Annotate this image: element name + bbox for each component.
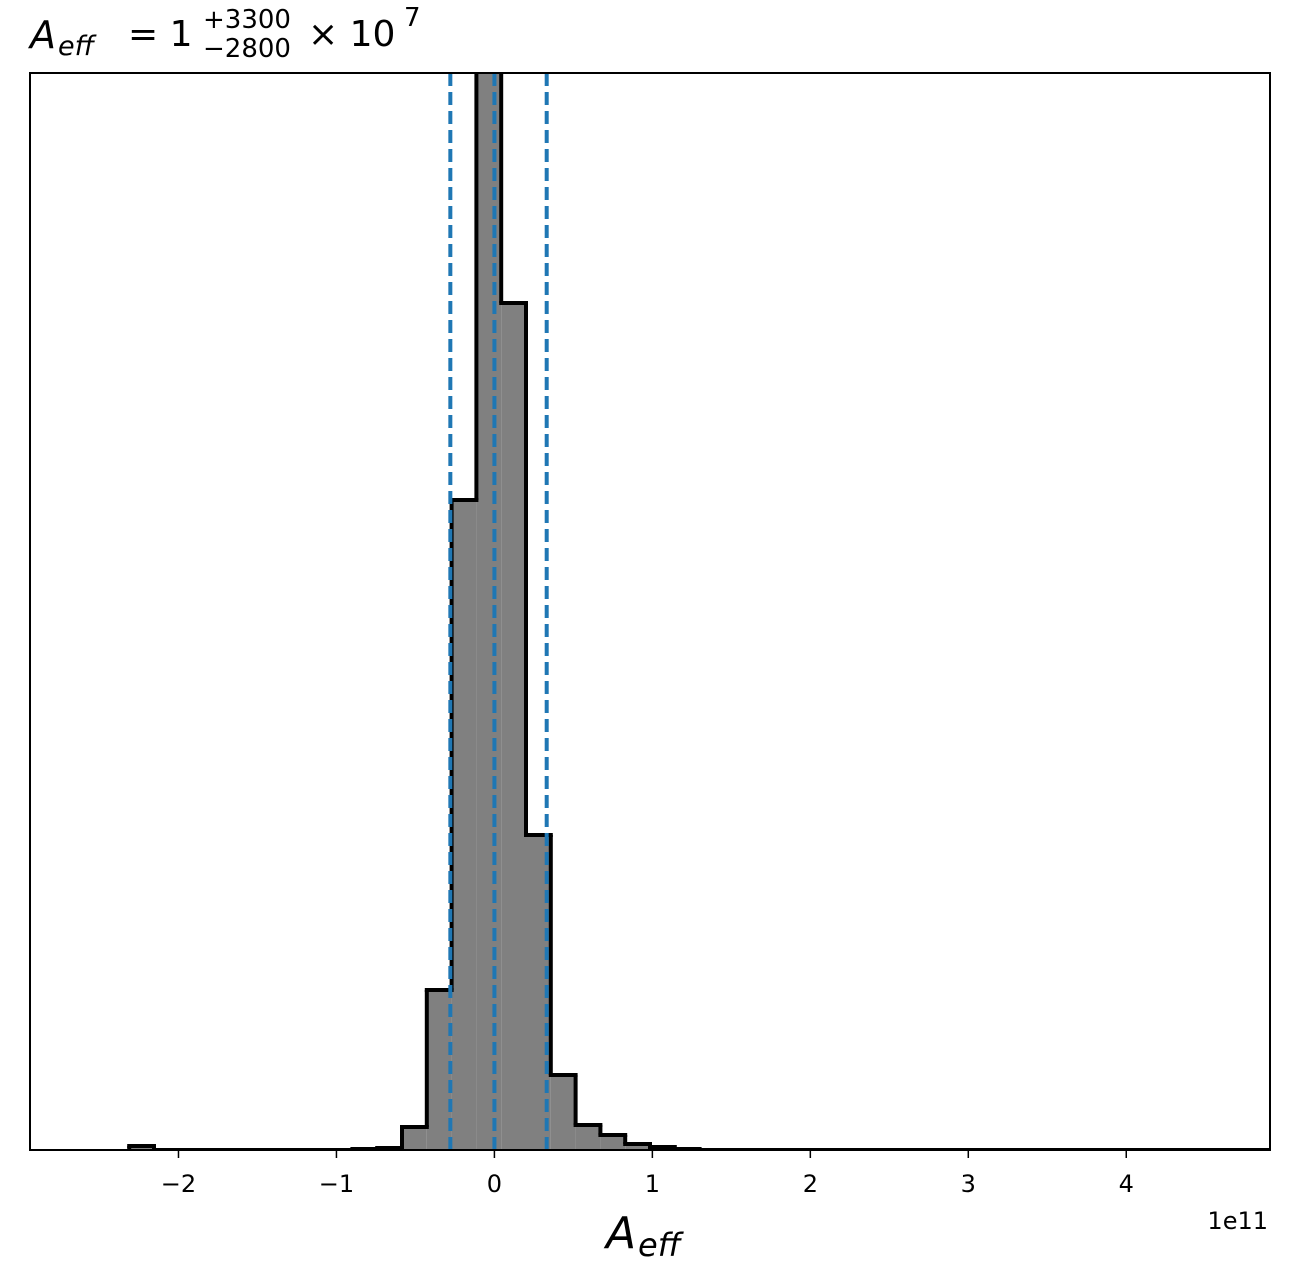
bar xyxy=(451,500,477,1150)
x-tick-label: −1 xyxy=(319,1170,354,1198)
x-axis-label: A eff xyxy=(603,1208,685,1264)
bar xyxy=(625,1144,650,1150)
chart-title: A eff = 1 +3300 −2800 × 10 7 xyxy=(27,3,421,64)
offset-text: 1e11 xyxy=(1207,1207,1268,1235)
axes: −2 −1 0 1 2 3 4 xyxy=(161,1150,1134,1198)
x-tick-label: 4 xyxy=(1119,1170,1134,1198)
x-tick-label: 0 xyxy=(487,1170,502,1198)
x-tick-label: 3 xyxy=(961,1170,976,1198)
title-symbol: A xyxy=(27,13,56,57)
title-times: × 10 xyxy=(308,14,395,55)
x-label-symbol: A xyxy=(603,1208,636,1259)
x-tick-label: 1 xyxy=(645,1170,660,1198)
bar xyxy=(501,303,526,1150)
title-exponent: 7 xyxy=(404,3,421,33)
bar xyxy=(476,73,502,1150)
bar xyxy=(426,990,452,1150)
bar xyxy=(550,1075,576,1150)
x-tick-label: 2 xyxy=(803,1170,818,1198)
x-tick-label: −2 xyxy=(161,1170,196,1198)
x-label-subscript: eff xyxy=(638,1226,685,1264)
bar xyxy=(575,1125,601,1150)
bar xyxy=(402,1127,427,1150)
title-equals: = 1 xyxy=(128,14,193,55)
title-lower: −2800 xyxy=(203,34,291,64)
plot-area xyxy=(127,73,1270,1150)
title-upper: +3300 xyxy=(203,5,291,35)
bar xyxy=(600,1135,626,1150)
title-subscript: eff xyxy=(58,31,97,62)
plot-frame xyxy=(29,72,1271,1151)
